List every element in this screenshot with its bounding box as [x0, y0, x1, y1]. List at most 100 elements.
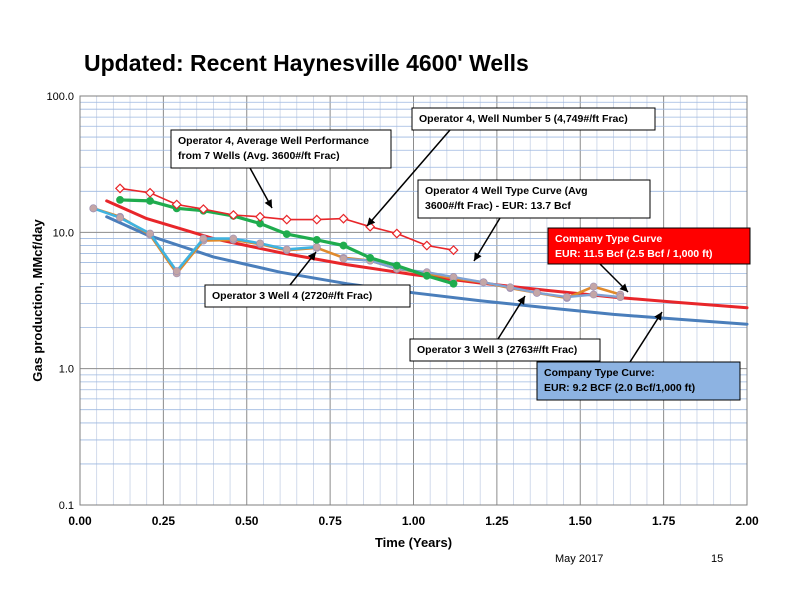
arrow-head: [619, 283, 628, 292]
annotation-arrow: [289, 251, 317, 286]
arrow-head: [264, 199, 272, 208]
arrow-line: [629, 311, 663, 363]
arrow-head: [307, 252, 316, 261]
y-tick-label: 1.0: [59, 364, 74, 376]
data-point: [421, 240, 432, 251]
data-point: [506, 283, 515, 292]
data-point: [281, 214, 292, 225]
annotation-box: [547, 227, 751, 265]
annotation-arrow: [599, 263, 629, 293]
data-point: [116, 195, 124, 204]
arrow-head: [474, 252, 482, 261]
data-point: [616, 293, 625, 301]
data-point: [589, 282, 598, 291]
annotation-text: EUR: 11.5 Bcf (2.5 Bcf / 1,000 ft): [555, 248, 713, 260]
data-point: [198, 204, 209, 215]
data-point: [422, 271, 431, 280]
data-point: [199, 234, 208, 243]
data-point: [282, 245, 291, 254]
data-point: [532, 288, 541, 297]
series-6: [105, 215, 749, 326]
series-2: [89, 204, 321, 275]
data-point: [338, 213, 349, 224]
arrow-line: [366, 129, 451, 227]
arrow-line: [473, 217, 501, 262]
axes-layer: 0.00 0.25 0.50 0.75 1.00 1.25 1.50 1.75 2.00 0.1 1…: [30, 91, 759, 550]
data-point: [589, 290, 598, 299]
annotation-box: [417, 179, 651, 219]
series-layer: [89, 183, 749, 326]
data-point: [449, 279, 458, 288]
arrow-layer: [249, 129, 663, 363]
page-number: 15: [711, 553, 724, 565]
data-point: [229, 234, 238, 243]
series-line: [105, 215, 749, 326]
x-tick-label: 2.00: [735, 514, 759, 528]
data-point: [256, 239, 264, 248]
data-point: [228, 209, 239, 221]
annotation-box: [411, 107, 656, 131]
x-tick-label: 1.25: [485, 514, 509, 528]
arrow-line: [497, 295, 526, 340]
data-point: [114, 183, 126, 194]
annotation-text: Company Type Curve: [555, 233, 662, 245]
x-axis-title: Time (Years): [375, 535, 452, 550]
data-point: [146, 197, 154, 205]
data-point: [255, 211, 266, 222]
annotation-text: Operator 4, Well Number 5 (4,749#/ft Fra…: [419, 113, 628, 125]
data-point: [89, 204, 98, 213]
annotation-text: EUR: 9.2 BCF (2.0 Bcf/1,000 ft): [544, 382, 695, 394]
annotation-op4_typecurve: Operator 4 Well Type Curve (Avg 3600#/ft …: [417, 179, 651, 219]
data-point: [312, 236, 321, 244]
data-point: [146, 229, 154, 238]
plot-frame: [79, 95, 748, 506]
annotation-op4_well5: Operator 4, Well Number 5 (4,749#/ft Fra…: [411, 107, 656, 131]
annotation-text: Operator 4 Well Type Curve (Avg: [425, 185, 588, 197]
data-point: [563, 293, 571, 301]
data-point: [282, 230, 291, 239]
data-point: [116, 213, 124, 222]
data-point: [391, 228, 402, 239]
arrow-head: [367, 217, 376, 226]
annotation-text: Operator 3 Well 4 (2720#/ft Frac): [212, 290, 372, 302]
x-tick-label: 0.50: [235, 514, 259, 528]
annotation-layer: Operator 4, Average Well Performance from…: [170, 107, 751, 401]
annotation-box: [409, 338, 601, 362]
arrow-head: [654, 312, 662, 321]
arrow-head: [517, 296, 525, 305]
x-tick-label: 1.75: [652, 514, 676, 528]
data-point: [312, 243, 321, 251]
annotation-text: 3600#/ft Frac) - EUR: 13.7 Bcf: [425, 200, 571, 212]
data-point: [144, 187, 156, 198]
data-point: [449, 273, 458, 281]
data-point: [339, 241, 348, 250]
data-point: [366, 253, 375, 262]
y-tick-label: 100.0: [46, 91, 74, 103]
annotation-arrow: [629, 311, 663, 363]
annotation-box: [170, 129, 392, 169]
y-axis-title: Gas production, MMcf/day: [30, 218, 45, 381]
x-tick-label: 0.25: [152, 514, 176, 528]
annotation-op3_well3: Operator 3 Well 3 (2763#/ft Frac): [409, 338, 601, 362]
x-tick-label: 0.00: [68, 514, 92, 528]
y-tick-label: 0.1: [59, 500, 74, 512]
x-tick-label: 1.00: [402, 514, 426, 528]
data-point: [311, 214, 322, 225]
y-tick-label: 10.0: [53, 227, 74, 239]
data-point: [339, 254, 348, 263]
series-line: [105, 199, 749, 310]
annotation-text: Operator 3 Well 3 (2763#/ft Frac): [417, 344, 577, 356]
annotation-company_red: Company Type Curve EUR: 11.5 Bcf (2.5 Bcf…: [547, 227, 751, 265]
annotation-arrow: [249, 167, 273, 209]
annotation-op4_avg: Operator 4, Average Well Performance from…: [170, 129, 392, 169]
annotation-text: Operator 4, Average Well Performance: [178, 135, 369, 147]
annotation-arrow: [473, 217, 501, 262]
data-point: [448, 245, 459, 256]
data-point: [172, 267, 181, 275]
annotation-text: Company Type Curve:: [544, 367, 655, 379]
annotation-arrow: [497, 295, 526, 340]
annotation-text: from 7 Wells (Avg. 3600#/ft Frac): [178, 150, 340, 162]
annotation-arrow: [366, 129, 451, 227]
data-point: [171, 199, 182, 210]
